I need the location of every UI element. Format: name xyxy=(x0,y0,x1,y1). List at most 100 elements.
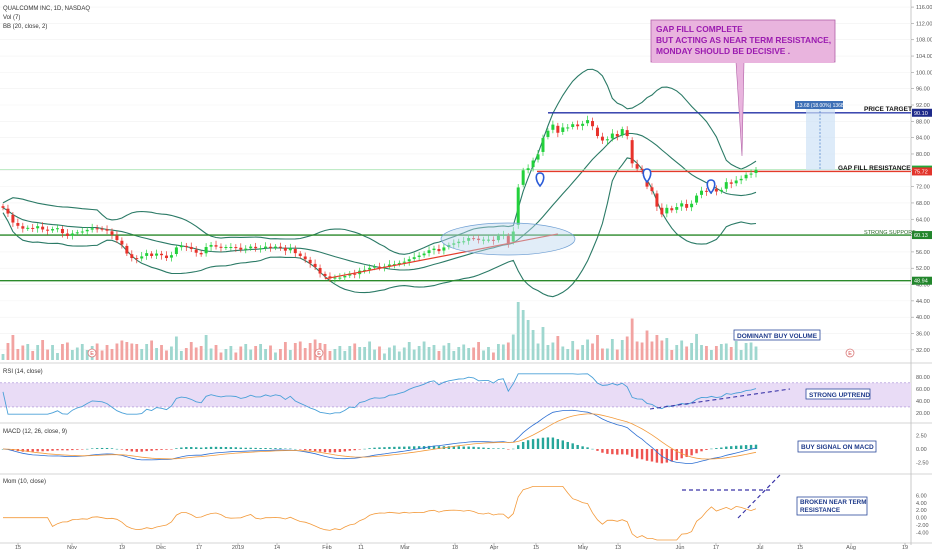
volume-bar xyxy=(561,346,565,360)
candle xyxy=(729,182,733,184)
time-tick-label: 15 xyxy=(797,545,803,550)
candle xyxy=(536,154,540,160)
volume-bar xyxy=(219,352,223,360)
macd-histogram-bar xyxy=(556,439,560,449)
macd-histogram-bar xyxy=(363,448,366,450)
volume-bar xyxy=(457,347,461,360)
candle xyxy=(501,234,505,236)
volume-bar xyxy=(155,348,158,360)
earnings-marker[interactable]: E xyxy=(845,348,855,358)
macd-histogram-bar xyxy=(462,446,465,449)
volume-bar xyxy=(85,350,89,360)
candle xyxy=(41,226,45,230)
volume-bar xyxy=(209,348,213,360)
macd-histogram-bar xyxy=(427,445,431,449)
mom-tick-label: 6.00 xyxy=(916,493,927,499)
volume-bar xyxy=(56,353,59,360)
macd-histogram-bar xyxy=(541,437,545,449)
candle xyxy=(511,231,515,242)
pin-marker[interactable] xyxy=(535,172,545,188)
macd-histogram-bar xyxy=(135,449,138,452)
uptrend-line xyxy=(324,233,558,280)
volume-bar xyxy=(254,346,258,360)
candle xyxy=(254,246,258,249)
volume-bar xyxy=(581,345,585,360)
macd-histogram-bar xyxy=(204,447,208,449)
candle xyxy=(650,187,654,192)
volume-bar xyxy=(150,340,154,360)
pin-marker[interactable] xyxy=(642,168,652,184)
price-tick-label: 80.00 xyxy=(916,152,930,158)
candle xyxy=(595,127,599,137)
macd-histogram-bar xyxy=(561,440,564,449)
volume-bar xyxy=(378,346,381,360)
candle xyxy=(1,206,5,208)
mom-tick-label: -4.00 xyxy=(916,531,929,537)
earnings-marker[interactable]: E xyxy=(314,348,324,358)
candle xyxy=(11,214,15,223)
macd-histogram-bar xyxy=(531,439,535,449)
candle xyxy=(239,247,243,250)
candle xyxy=(551,124,555,130)
candle xyxy=(308,259,312,264)
macd-histogram-bar xyxy=(160,449,163,450)
macd-histogram-bar xyxy=(71,449,74,451)
volume-bar xyxy=(338,346,342,360)
candle xyxy=(739,178,743,181)
volume-bar xyxy=(591,343,594,360)
candle xyxy=(734,180,738,184)
macd-histogram-bar xyxy=(507,449,510,450)
macd-histogram-bar xyxy=(46,449,49,452)
macd-histogram-bar xyxy=(650,449,654,462)
time-tick-label: May xyxy=(578,545,589,550)
candle xyxy=(313,263,317,268)
volume-bar xyxy=(690,343,693,360)
time-tick-label: 11 xyxy=(358,545,364,550)
macd-histogram-bar xyxy=(606,449,609,454)
gap-fill-note-line-1: GAP FILL COMPLETE xyxy=(656,24,743,34)
macd-tick-label: 0.00 xyxy=(916,447,927,453)
volume-bar xyxy=(140,349,144,360)
volume-bar xyxy=(496,344,500,360)
volume-bar xyxy=(21,345,25,360)
macd-histogram-bar xyxy=(338,449,342,453)
macd-histogram-bar xyxy=(289,448,292,450)
macd-histogram-bar xyxy=(140,449,143,452)
candle xyxy=(620,129,624,136)
earnings-marker-circle xyxy=(845,348,855,358)
time-tick-label: 18 xyxy=(452,545,458,550)
volume-bar xyxy=(353,343,357,360)
volume-bar xyxy=(51,345,54,360)
macd-histogram-bar xyxy=(655,449,659,463)
volume-bar xyxy=(680,340,684,360)
volume-bar xyxy=(710,350,713,360)
candle xyxy=(60,228,64,234)
macd-histogram-bar xyxy=(398,446,401,449)
macd-histogram-bar xyxy=(145,449,148,452)
macd-histogram-bar xyxy=(170,449,173,450)
rsi-tick-label: 40.00 xyxy=(916,399,930,405)
pin-marker[interactable] xyxy=(706,179,716,195)
earnings-marker[interactable]: E xyxy=(87,348,97,358)
price-tag xyxy=(912,108,932,117)
volume-bar xyxy=(724,343,728,360)
candle xyxy=(323,273,327,276)
time-tick-label: Apr xyxy=(490,545,499,550)
volume-bar xyxy=(80,344,84,360)
volume-bar xyxy=(388,347,391,360)
candle xyxy=(704,190,708,192)
macd-histogram-bar xyxy=(214,446,218,449)
volume-bar xyxy=(6,343,10,360)
macd-histogram-bar xyxy=(635,449,639,459)
volume-bar xyxy=(437,351,441,360)
price-tag-label: 48.94 xyxy=(914,279,928,285)
macd-histogram-bar xyxy=(536,438,540,449)
candle xyxy=(6,208,10,214)
price-tick-label: 96.00 xyxy=(916,87,930,93)
candle xyxy=(273,246,277,248)
volume-bar xyxy=(754,346,758,360)
macd-histogram-bar xyxy=(195,447,198,449)
macd-histogram-bar xyxy=(497,448,500,449)
macd-histogram-bar xyxy=(269,448,272,449)
